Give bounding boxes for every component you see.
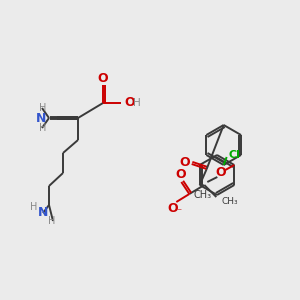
Text: O: O [124, 97, 135, 110]
Text: O: O [179, 157, 190, 169]
Text: H: H [133, 98, 141, 108]
Text: O: O [98, 73, 108, 85]
Text: N: N [36, 112, 46, 124]
Text: ⁻: ⁻ [177, 207, 182, 217]
Text: CH₃: CH₃ [221, 196, 238, 206]
Text: H: H [39, 123, 47, 133]
Text: H: H [30, 202, 38, 212]
Text: Cl: Cl [229, 150, 241, 160]
Text: O: O [167, 202, 178, 215]
Text: N: N [38, 206, 48, 220]
Text: H: H [39, 103, 47, 113]
Text: O: O [215, 167, 226, 179]
Text: CH₃: CH₃ [194, 190, 212, 200]
Text: H: H [48, 216, 56, 226]
Text: O: O [175, 169, 186, 182]
